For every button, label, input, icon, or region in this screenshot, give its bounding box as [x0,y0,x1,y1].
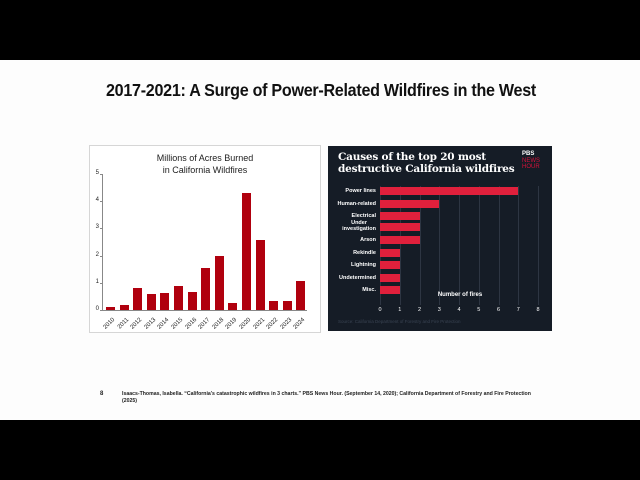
x-tick-label: 3 [437,307,441,313]
logo-hour: HOUR [522,164,540,170]
grid-line [478,186,480,305]
bar-2011 [119,304,129,310]
y-tick-label: 5 [95,170,99,176]
x-tick-label: 4 [457,307,461,313]
x-tick-label: 6 [496,307,501,313]
bar-human-related [380,200,440,208]
category-label: Lightning [350,262,376,268]
chart-title-line-1: Millions of Acres Burned [156,153,254,163]
bar-2015 [174,286,183,310]
bar-electrical [380,212,420,220]
grid-line [459,186,460,305]
plot-area: 0 1 2 3 4 5 2010 2011 2012 2013 2014 2015 2016 2017 20… [96,170,312,331]
y-tick-label: 4 [95,197,99,204]
source-note: Source: California Department of Forestr… [338,319,461,324]
logo-pbs: PBS [522,151,535,157]
category-label: Electrical [351,213,376,219]
bar-2017 [201,267,211,310]
chart-title: Causes of the top 20 most destructive Ca… [338,151,515,175]
y-tick-mark [100,282,102,284]
y-tick-label: 2 [95,251,99,258]
bar-2020 [242,193,251,310]
bar-2019 [228,302,238,310]
bar-2023 [282,301,292,310]
y-tick-label: 0 [95,306,99,312]
grid-line [538,186,539,305]
bar-undetermined [380,274,400,282]
y-tick-mark [100,310,102,311]
grid-line [518,186,520,305]
category-label: Under investigation [342,220,376,232]
bar-under-investigation [380,223,420,231]
x-tick-label: 1 [398,307,402,313]
x-axis-label: Number of fires [437,292,483,298]
y-tick-label: 1 [95,278,99,285]
chart-title-line-1: Causes of the top 20 most [338,151,486,163]
y-tick-label: 3 [95,224,99,231]
category-label: Misc. [362,287,376,293]
slide: 2017-2021: A Surge of Power-Related Wild… [0,60,640,420]
category-label: Undetermined [339,275,376,281]
bar-rekindle [380,249,400,257]
bar-2024 [296,281,306,310]
x-tick-label: 2 [417,307,422,313]
bar-2013 [146,293,156,310]
bar-power-lines [380,187,519,195]
y-tick-mark [100,174,102,175]
bar-misc- [380,286,400,294]
bar-2016 [187,291,197,310]
footnote-citation: Isaacs-Thomas, Isabella. “California's c… [122,391,531,404]
chart-title-line-2: in California Wildfires [162,165,248,175]
bar-2022 [269,301,279,310]
grid-line [419,186,421,305]
logo-news: NEWS [522,157,540,164]
bar-2014 [160,293,170,310]
x-tick-label: 8 [536,307,540,313]
x-tick-label: 0 [378,307,382,313]
y-axis [102,174,103,311]
slide-title: 2017-2021: A Surge of Power-Related Wild… [106,80,536,100]
grid-line [498,186,500,305]
bar-2010 [106,307,115,310]
category-label: Power lines [345,188,376,194]
bar-2021 [255,240,265,310]
category-label: Rekindle [353,250,376,256]
grid-line [380,186,381,305]
page-number: 8 [100,391,104,397]
y-tick-mark [100,201,102,203]
bar-2012 [133,287,143,310]
chart-title-line-2: destructive California wildfires [338,163,515,175]
x-tick-label: 7 [516,307,520,313]
category-label: Human-related [337,201,376,207]
bar-2018 [214,256,224,310]
chart-title: Millions of Acres Burned in California W… [90,152,320,176]
grid-line [399,186,401,305]
category-label: Arson [360,237,376,243]
y-tick-mark [100,255,102,257]
wildfire-causes-chart: Causes of the top 20 most destructive Ca… [328,146,552,331]
x-tick-label: 5 [477,307,481,313]
pbs-newshour-logo: PBS NEWS HOUR [522,151,540,171]
bar-arson [380,236,420,244]
grid-line [439,186,441,305]
y-tick-mark [100,228,102,230]
bar-lightning [380,261,400,269]
x-axis [102,310,307,311]
acres-burned-chart: Millions of Acres Burned in California W… [89,145,321,333]
plot-area: 0 1 2 3 4 5 6 7 8 Power lines Human-related Electri… [337,186,540,313]
